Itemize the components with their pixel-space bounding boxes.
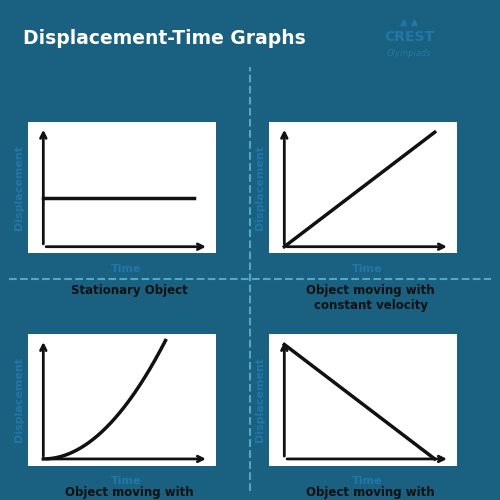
Text: Object moving with
constant negative velocity: Object moving with constant negative vel… bbox=[282, 486, 459, 500]
Text: CREST: CREST bbox=[384, 30, 434, 44]
Text: Object moving with
constant acceleration: Object moving with constant acceleration bbox=[58, 486, 202, 500]
Text: Stationary Object: Stationary Object bbox=[71, 284, 188, 296]
Text: Displacement-Time Graphs: Displacement-Time Graphs bbox=[24, 30, 306, 48]
Text: Olympiads: Olympiads bbox=[386, 50, 432, 58]
Text: Time: Time bbox=[352, 476, 382, 486]
Text: Displacement: Displacement bbox=[255, 145, 265, 230]
Text: Time: Time bbox=[111, 264, 142, 274]
Text: Object moving with
constant velocity: Object moving with constant velocity bbox=[306, 284, 435, 312]
Text: Displacement: Displacement bbox=[14, 145, 24, 230]
Text: Displacement: Displacement bbox=[14, 357, 24, 442]
Text: Displacement: Displacement bbox=[255, 357, 265, 442]
Text: Time: Time bbox=[352, 264, 382, 274]
Text: ▲ ▲: ▲ ▲ bbox=[400, 16, 418, 26]
Text: Time: Time bbox=[111, 476, 142, 486]
